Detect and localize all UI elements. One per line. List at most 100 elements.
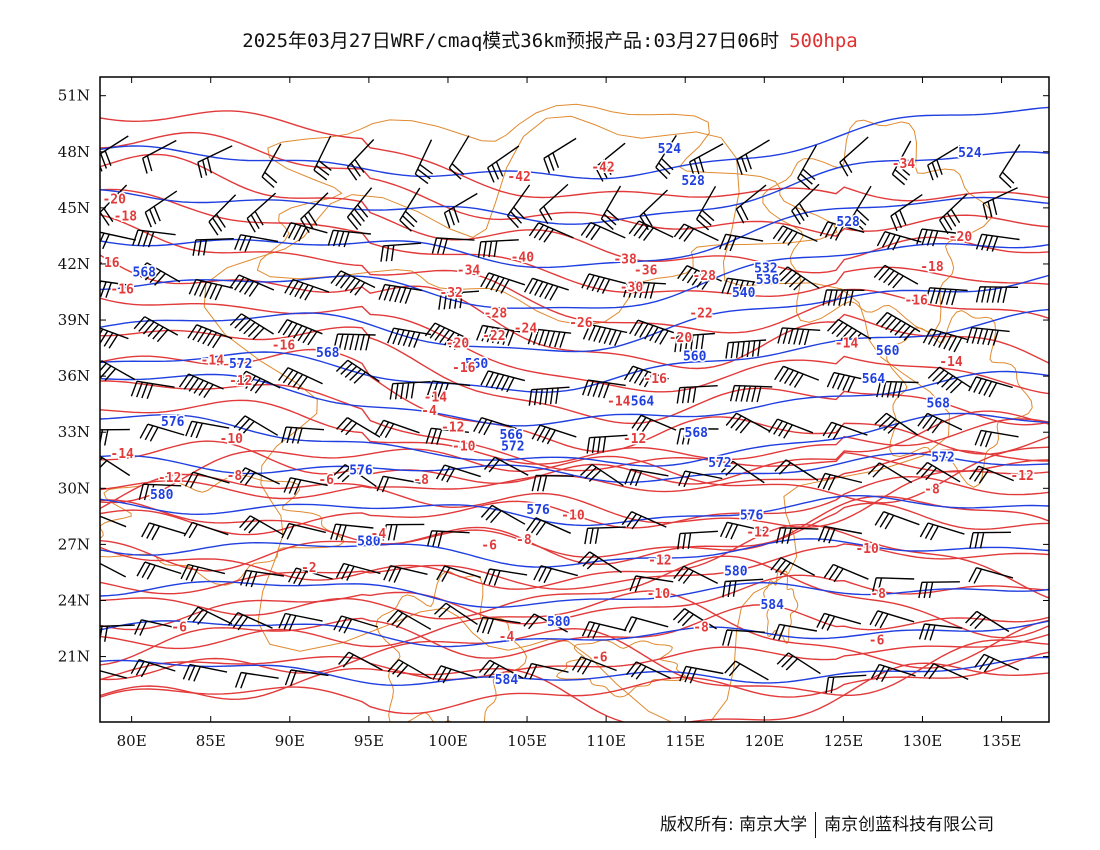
wind-barb xyxy=(974,653,1019,673)
temperature-isotherm xyxy=(100,399,1049,465)
wind-barb xyxy=(772,623,818,641)
wind-barb xyxy=(974,429,1019,448)
wind-barb xyxy=(382,523,425,541)
height-label: 576 xyxy=(740,508,764,523)
wind-barb xyxy=(346,187,373,231)
wind-barb xyxy=(998,144,1021,189)
wind-barb xyxy=(425,427,469,445)
wind-barb xyxy=(582,323,628,347)
wind-barb xyxy=(476,324,521,346)
wind-barb xyxy=(478,659,524,679)
temperature-label: -38 xyxy=(613,252,637,267)
wind-barb xyxy=(725,412,771,434)
wind-barb xyxy=(639,189,668,231)
wind-barb xyxy=(278,612,323,631)
temperature-label: -12 xyxy=(158,471,181,486)
lon-tick-label: 135E xyxy=(982,732,1022,750)
lat-tick-label: 36N xyxy=(58,367,90,385)
wind-barb xyxy=(775,266,820,291)
wind-barb xyxy=(139,423,185,442)
temperature-label: -10 xyxy=(855,542,879,557)
wind-barb xyxy=(890,194,923,232)
wind-barb xyxy=(580,221,626,241)
wind-barb xyxy=(183,521,229,539)
lat-tick-label: 45N xyxy=(58,199,90,217)
height-label: 572 xyxy=(931,451,954,466)
temperature-label: -8 xyxy=(870,587,886,602)
wind-barb xyxy=(281,522,326,540)
lon-tick-label: 125E xyxy=(824,732,864,750)
wind-barb xyxy=(676,428,719,445)
wind-barb xyxy=(776,652,821,675)
height-label: 580 xyxy=(150,488,174,503)
lon-tick-label: 95E xyxy=(354,732,384,750)
wind-barb xyxy=(227,611,273,631)
wind-barb xyxy=(480,370,526,393)
temperature-label: -2 xyxy=(301,561,317,576)
wind-barb xyxy=(621,511,667,530)
wind-barb xyxy=(335,562,381,581)
temperature-label: -14 xyxy=(607,394,631,409)
temperature-isotherm xyxy=(100,502,1049,572)
wind-barb xyxy=(626,661,671,680)
temperature-label: -4 xyxy=(499,630,515,645)
lat-tick-label: 27N xyxy=(58,535,90,553)
wind-barb xyxy=(178,373,224,399)
wind-barb xyxy=(523,277,569,301)
wind-barb xyxy=(673,565,719,585)
wind-barb xyxy=(774,365,820,388)
wind-barb xyxy=(770,557,816,577)
temperature-label: -20 xyxy=(669,331,693,346)
wind-barb xyxy=(136,561,182,580)
wind-barb xyxy=(725,339,767,359)
height-label: 528 xyxy=(836,215,860,230)
wind-barb xyxy=(100,327,129,349)
wind-barb xyxy=(387,327,432,348)
wind-barb xyxy=(134,619,179,636)
wind-barb xyxy=(426,380,471,399)
border-outline xyxy=(256,103,838,326)
wind-barb xyxy=(383,565,428,583)
wind-barb xyxy=(679,665,724,684)
wind-barb xyxy=(524,662,569,680)
temperature-label: -4 xyxy=(371,527,387,542)
wind-barb xyxy=(141,522,186,541)
temperature-label: -24 xyxy=(514,322,538,337)
wind-barb xyxy=(283,477,328,495)
wind-barb xyxy=(826,318,872,346)
wind-barb xyxy=(891,140,912,186)
wind-barb xyxy=(234,234,279,252)
lon-tick-label: 100E xyxy=(428,732,468,750)
height-label: 584 xyxy=(760,598,784,613)
wind-barb xyxy=(523,613,568,633)
temperature-label: -12 xyxy=(623,432,646,447)
temperature-label: -26 xyxy=(569,316,593,331)
wind-barb xyxy=(722,629,765,646)
height-label: 540 xyxy=(732,286,756,301)
wind-barb xyxy=(100,624,135,643)
height-contour xyxy=(100,274,1049,353)
height-contour xyxy=(100,620,1049,648)
temperature-label: -14 xyxy=(939,355,963,370)
wind-barb xyxy=(399,187,421,232)
map-axes: 80E 85E 90E 95E 100E 105E 110E 115E 120E 125E 130E… xyxy=(58,77,1049,750)
wind-barb xyxy=(594,142,626,182)
height-label: 564 xyxy=(631,394,655,409)
temperature-label: -6 xyxy=(171,621,187,636)
temperature-label: -40 xyxy=(511,250,535,265)
temperature-label: -16 xyxy=(110,282,134,297)
temperature-isotherm xyxy=(100,348,1049,455)
wind-barb xyxy=(966,327,1010,346)
wind-barb xyxy=(975,233,1020,252)
temperature-isotherm xyxy=(100,604,1049,666)
temperature-isotherm xyxy=(100,449,1049,500)
title-level: 500hpa xyxy=(789,30,858,52)
wind-barb xyxy=(376,475,421,493)
wind-barb xyxy=(582,379,626,399)
wind-barb xyxy=(528,386,570,406)
wind-barb xyxy=(473,417,519,436)
wind-barb xyxy=(100,231,137,250)
height-label: 572 xyxy=(229,357,252,372)
wind-barb xyxy=(543,137,577,174)
height-label: 560 xyxy=(465,357,489,372)
